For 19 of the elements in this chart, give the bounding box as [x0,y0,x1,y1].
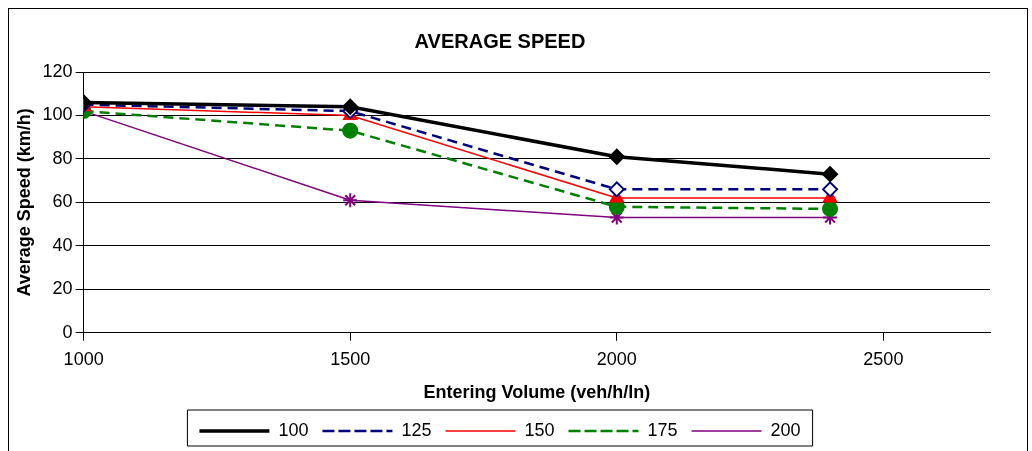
legend-label: 150 [524,419,555,440]
chart-title: AVERAGE SPEED [414,29,586,52]
x-tick-label: 1500 [330,348,371,369]
y-tick-label: 0 [62,321,73,342]
y-tick-label: 60 [52,191,73,212]
legend-label: 175 [647,419,678,440]
x-tick-label: 1000 [63,348,104,369]
x-tick-label: 2500 [863,348,904,369]
legend-label: 200 [770,419,801,440]
y-axis-title: Average Speed (km/h) [13,108,34,297]
y-tick-label: 100 [42,104,73,125]
y-tick-label: 40 [52,234,73,255]
legend-label: 125 [401,419,432,440]
legend-label: 100 [278,419,309,440]
y-tick-label: 20 [52,278,73,299]
x-axis-title: Entering Volume (veh/h/ln) [423,382,651,403]
y-tick-label: 120 [42,60,73,81]
y-tick-label: 80 [52,147,73,168]
x-tick-label: 2000 [596,348,637,369]
